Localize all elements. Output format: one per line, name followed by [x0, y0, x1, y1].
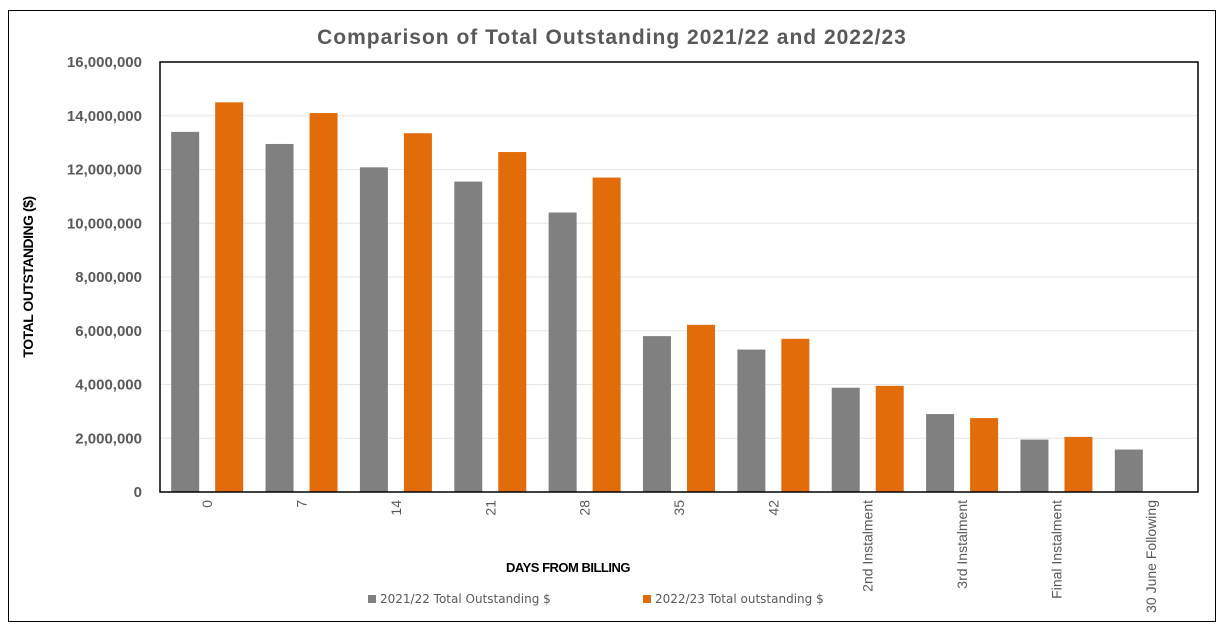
bar-series1-0	[171, 131, 200, 492]
x-tick-label: Final Instalment	[1048, 500, 1064, 599]
bar-series1-2	[359, 167, 388, 492]
x-axis-label: DAYS FROM BILLING	[506, 560, 630, 575]
x-tick-label: 2nd Instalment	[860, 500, 876, 592]
y-tick-label: 8,000,000	[75, 269, 142, 286]
bar-series1-8	[926, 414, 955, 492]
bar-series1-10	[1114, 449, 1143, 492]
bar-series2-0	[215, 102, 244, 492]
y-tick-label: 2,000,000	[75, 430, 142, 447]
x-tick-label: 3rd Instalment	[954, 500, 970, 589]
y-tick-label: 12,000,000	[67, 162, 142, 179]
y-tick-label: 6,000,000	[75, 323, 142, 340]
bar-series1-5	[643, 336, 671, 492]
x-tick-label: 7	[294, 500, 310, 508]
legend-swatch	[368, 595, 376, 603]
bar-series1-6	[737, 349, 766, 492]
y-tick-label: 16,000,000	[67, 54, 142, 71]
x-tick-label: 0	[199, 500, 215, 508]
chart-title: Comparison of Total Outstanding 2021/22 …	[317, 26, 907, 49]
legend-swatch	[643, 595, 651, 603]
bar-series2-4	[592, 177, 621, 492]
bar-series2-6	[781, 338, 810, 492]
plot-area-border	[159, 61, 1199, 493]
y-axis-label: TOTAL OUTSTANDING ($)	[20, 196, 36, 357]
bar-series1-7	[831, 387, 860, 492]
bar-series2-5	[687, 324, 715, 492]
bar-series2-8	[970, 418, 999, 492]
bar-series2-2	[403, 133, 432, 492]
y-tick-labels: 0 2,000,000 4,000,000 6,000,000 8,000,000 10,…	[67, 54, 142, 501]
bar-series1-3	[454, 181, 483, 492]
bar-series1-1	[265, 143, 294, 492]
x-tick-label: 35	[671, 500, 687, 516]
x-tick-label: 21	[482, 500, 498, 516]
bar-series2-7	[875, 385, 904, 492]
legend-label: 2021/22 Total Outstanding $	[380, 592, 551, 606]
x-tick-label: 30 June Following	[1143, 500, 1159, 613]
bar-series2-9	[1064, 436, 1093, 492]
y-tick-label: 4,000,000	[75, 377, 142, 394]
y-tick-label: 10,000,000	[67, 215, 142, 232]
x-tick-labels: 0 7 14 21 28 35 42 2nd Instalment 3rd Instalment…	[199, 500, 1159, 613]
y-tick-label: 14,000,000	[67, 108, 142, 125]
bar-series2-3	[498, 152, 527, 492]
bar-series2-1	[309, 113, 338, 492]
bars	[171, 102, 1143, 492]
legend-label: 2022/23 Total outstanding $	[655, 592, 824, 606]
bar-series1-4	[548, 212, 577, 492]
legend: 2021/22 Total Outstanding $ 2022/23 Total…	[368, 592, 824, 606]
bar-series1-9	[1020, 439, 1049, 492]
y-tick-label: 0	[134, 484, 142, 501]
x-tick-label: 42	[765, 500, 781, 516]
x-tick-label: 28	[577, 500, 593, 516]
x-tick-label: 14	[388, 500, 404, 516]
